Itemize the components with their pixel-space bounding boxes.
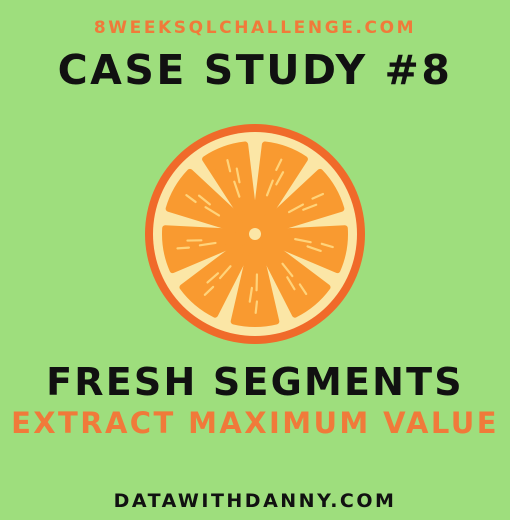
orange-vein [311,192,325,200]
orange-vein [197,194,211,206]
orange-vein [302,203,318,211]
orange-vein [185,194,197,204]
challenge-site-label: 8WEEKSQLCHALLENGE.COM [93,18,417,38]
orange-vein [275,158,283,172]
orange-segments [162,141,348,327]
orange-vein [218,265,232,280]
orange-slice-icon [145,124,365,344]
orange-vein [226,159,232,173]
orange-segment [257,168,345,236]
orange-vein [265,179,274,197]
orange-vein [204,206,221,217]
orange-vein [275,171,285,186]
orange-segment [179,235,255,318]
orange-center [249,228,261,240]
author-site-label: DATAWITHDANNY.COM [113,490,397,512]
orange-segment [162,225,251,274]
orange-vein [248,286,254,303]
orange-vein [286,276,296,291]
orange-vein [176,246,190,250]
orange-vein [306,245,322,253]
orange-vein [298,283,308,296]
orange-vein [294,238,312,244]
orange-segment [251,141,308,231]
orange-vein [254,300,259,314]
orange-vein [320,242,334,249]
study-name: FRESH SEGMENTS [46,360,464,404]
orange-vein [203,285,215,296]
orange-segment [165,168,253,236]
case-study-title: CASE STUDY #8 [57,46,453,94]
orange-segment [230,239,280,327]
orange-segment [259,225,348,274]
orange-vein [198,241,217,247]
study-tagline: EXTRACT MAXIMUM VALUE [11,406,499,440]
orange-vein [281,262,294,278]
orange-vein [206,272,220,284]
orange-vein [235,167,241,184]
orange-segment [202,141,259,231]
orange-vein [287,203,305,214]
orange-vein [233,180,241,198]
